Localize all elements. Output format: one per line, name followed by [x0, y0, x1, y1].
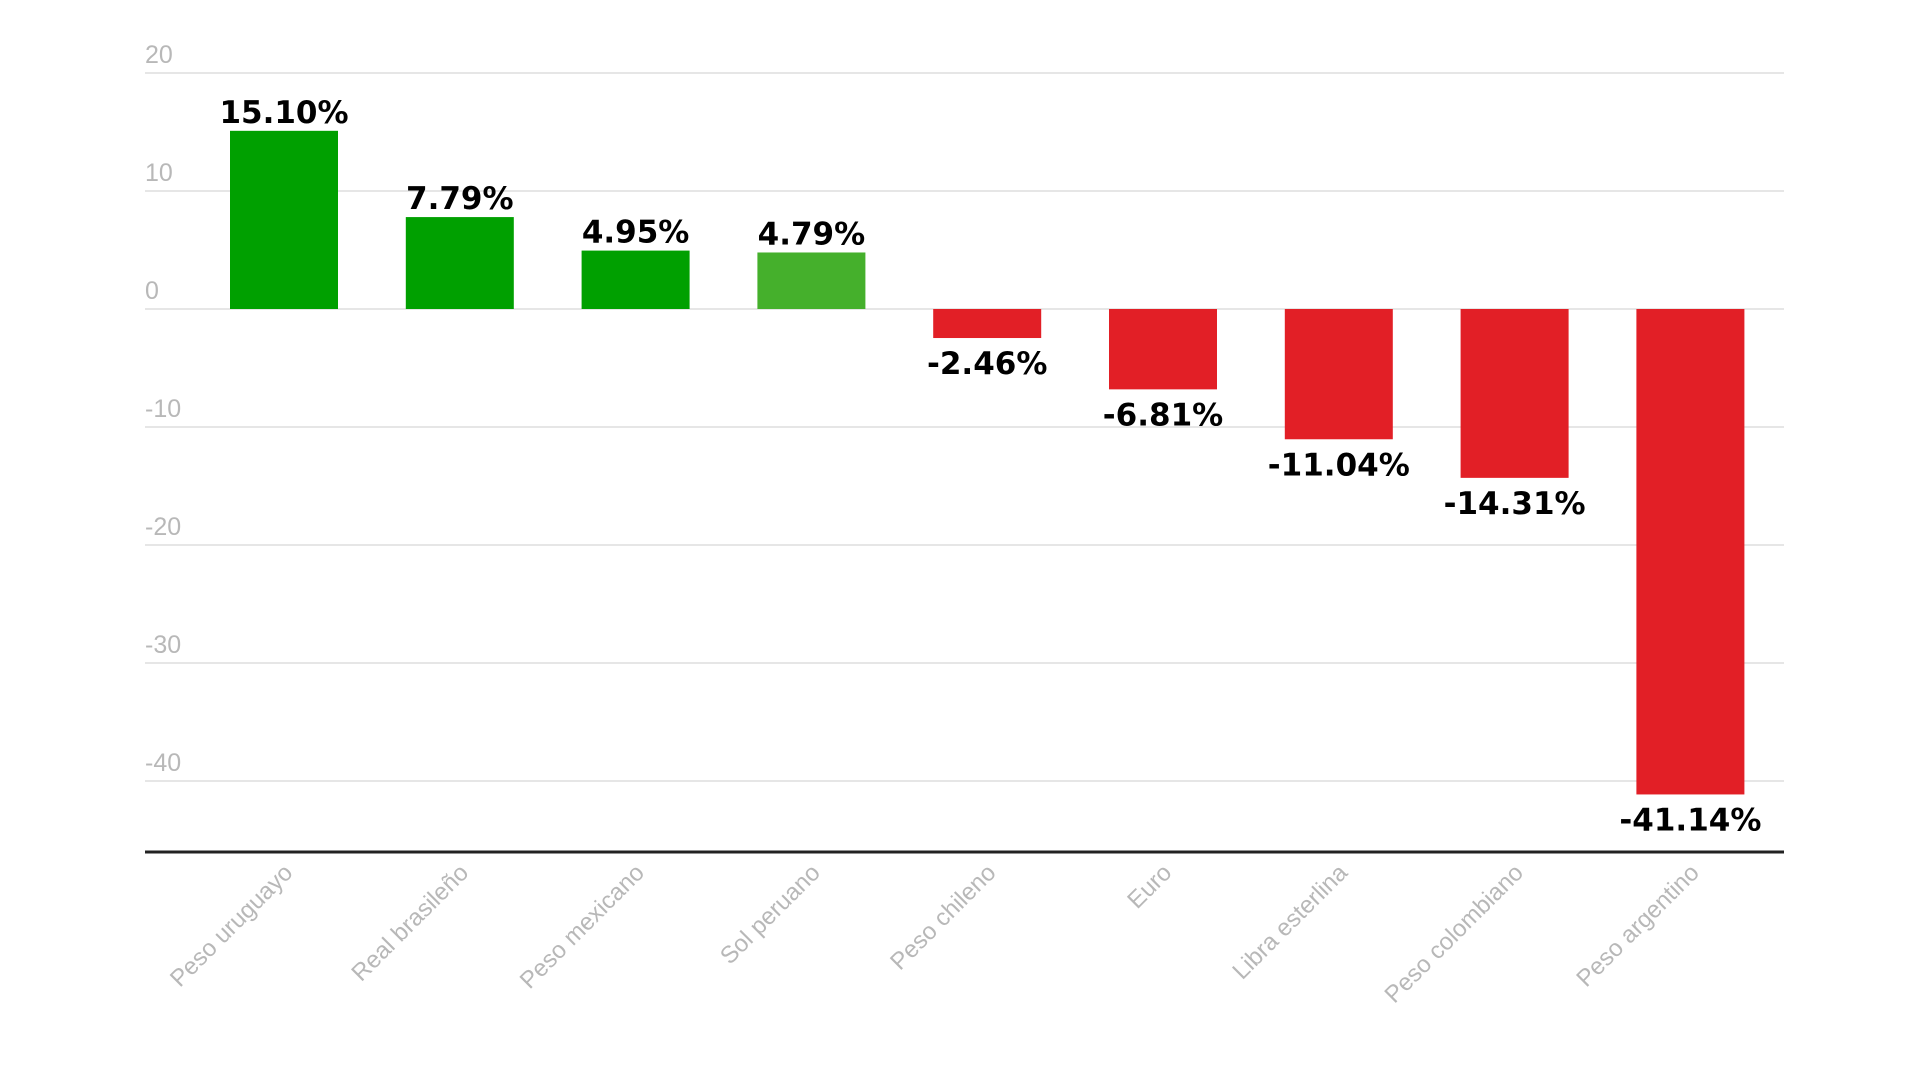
data-label: -14.31% — [1444, 486, 1586, 522]
category-label: Sol peruano — [715, 859, 826, 970]
category-label: Real brasileño — [346, 859, 474, 987]
category-label: Euro — [1122, 859, 1177, 914]
data-label: 4.79% — [758, 216, 866, 252]
bar — [757, 252, 866, 309]
bar — [1284, 309, 1393, 440]
y-tick-label: 0 — [145, 277, 159, 305]
y-tick-label: -20 — [145, 513, 181, 541]
y-tick-label: -10 — [145, 395, 181, 423]
data-label: 15.10% — [219, 95, 348, 131]
category-label: Peso uruguayo — [165, 859, 298, 992]
y-tick-label: -30 — [145, 631, 181, 659]
data-label: -6.81% — [1103, 397, 1223, 433]
data-label: -2.46% — [927, 346, 1047, 382]
bar — [1460, 309, 1569, 478]
bar — [1109, 309, 1217, 390]
bar — [405, 217, 514, 309]
category-label: Peso colombiano — [1380, 859, 1529, 1008]
category-label: Peso mexicano — [515, 859, 650, 994]
data-label: 7.79% — [406, 181, 514, 217]
bar — [581, 250, 690, 309]
bar — [230, 130, 338, 309]
y-tick-label: 20 — [145, 41, 173, 69]
y-tick-label: -40 — [145, 749, 181, 777]
category-label: Peso argentino — [1571, 859, 1704, 992]
bar — [933, 309, 1042, 339]
category-label: Libra esterlina — [1227, 859, 1353, 985]
data-label: 4.95% — [582, 215, 690, 251]
bar — [1636, 309, 1745, 795]
category-label: Peso chileno — [885, 859, 1001, 975]
y-tick-label: 10 — [145, 159, 173, 187]
data-label: -11.04% — [1268, 447, 1410, 483]
data-label: -41.14% — [1619, 802, 1761, 838]
